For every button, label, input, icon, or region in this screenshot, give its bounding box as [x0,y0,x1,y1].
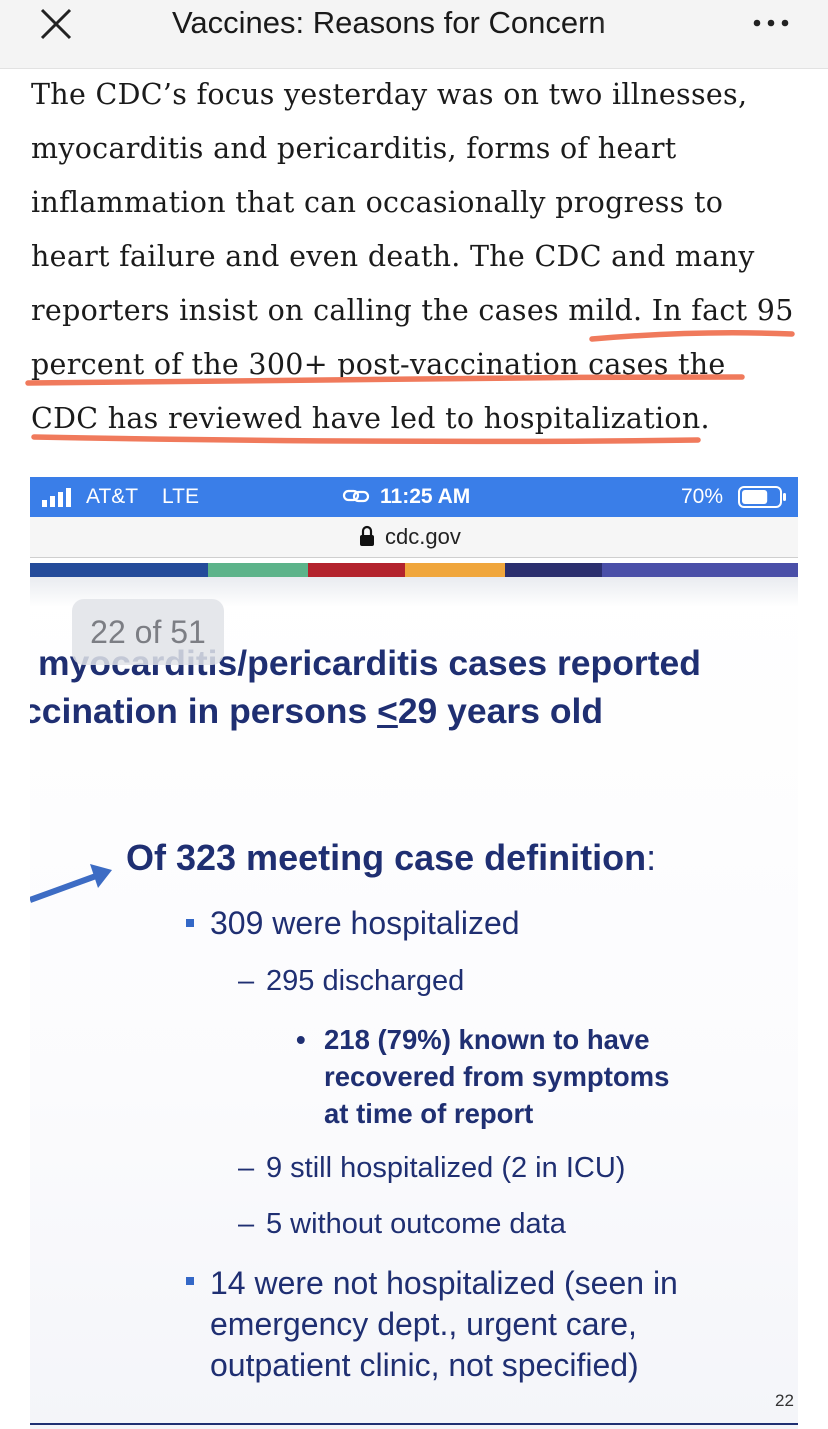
top-nav-bar: Vaccines: Reasons for Concern [0,0,828,69]
phone-status-bar: AT&T LTE 11:25 AM 70% [30,477,798,517]
battery-icon [738,486,786,508]
slide-number: 22 [775,1391,794,1410]
carrier-label: AT&T [86,485,139,508]
lock-icon [360,525,374,546]
article-line: heart failure and even death. The CDC an… [31,240,755,273]
strip-segment [505,563,602,577]
slide-bottom-rule [30,1423,798,1425]
status-time: 11:25 AM [380,485,471,508]
bullet-line: outpatient clinic, not specified) [210,1347,639,1383]
network-label: LTE [162,485,199,508]
article-line: percent of the 300+ post-vaccination cas… [31,348,726,381]
dash-bullet: – [238,965,255,997]
arrow-icon [30,864,112,903]
case-definition-heading: Of 323 meeting case definition: [126,837,656,879]
article-line: CDC has reviewed have led to hospitaliza… [31,402,710,435]
sub-item-text: 295 discharged [266,965,465,997]
article-paragraph: The CDC’s focus yesterday was on two ill… [31,68,816,446]
strip-segment [30,563,208,577]
url-text: cdc.gov [385,524,461,549]
square-bullet-icon [186,1277,194,1285]
sub-sub-line: at time of report [324,1098,534,1129]
bullet-not-hospitalized: 14 were not hospitalized (seen in emerge… [210,1263,678,1386]
strip-segment [308,563,405,577]
page-indicator: 22 of 51 [72,599,224,665]
bullet-line: emergency dept., urgent care, [210,1306,637,1342]
more-icon [753,19,789,27]
article-line: The CDC’s focus yesterday was on two ill… [31,78,748,111]
sub-item-text: 5 without outcome data [266,1208,566,1240]
article-line: inflammation that can occasionally progr… [31,186,724,219]
more-options-button[interactable] [752,10,792,36]
signal-icon [42,488,71,507]
article-line: reporters insist on calling the cases mi… [31,294,794,327]
sub-sub-line: recovered from symptoms [324,1061,670,1092]
embedded-screenshot: AT&T LTE 11:25 AM 70% cdc.gov myocarditi… [30,477,798,1429]
close-button[interactable] [36,6,76,42]
case-definition-text: Of 323 meeting case definition [126,837,647,878]
slide-title-symbol: < [377,691,398,731]
strip-segment [405,563,505,577]
close-icon [40,8,72,40]
sub-sub-line: • 218 (79%) known to have [296,1021,669,1058]
bullet-hospitalized: 309 were hospitalized [210,905,520,941]
slide-title-text: ccination in persons [30,691,378,731]
article-line: myocarditis and pericarditis, forms of h… [31,132,677,165]
sub-sub-text: 218 (79%) known to have [324,1024,650,1055]
sub-item-discharged: –295 discharged [238,965,464,998]
dot-bullet: • [296,1024,306,1055]
bullet-line: 14 were not hospitalized (seen in [210,1265,678,1301]
slide-title-text: 29 years old [397,691,604,731]
slide-title-line2: ccination in persons <29 years old [30,687,798,735]
sub-sub-item-recovered: • 218 (79%) known to have recovered from … [296,1021,669,1132]
slide-background [30,577,798,1429]
url-bar[interactable]: cdc.gov [30,517,798,558]
battery-percent: 70% [681,485,724,508]
dash-bullet: – [238,1208,255,1240]
color-strip [30,563,798,577]
link-icon [342,489,370,503]
case-definition-colon: : [646,837,657,878]
page-title: Vaccines: Reasons for Concern [172,5,606,40]
dash-bullet: – [238,1152,255,1184]
sub-item-text: 9 still hospitalized (2 in ICU) [266,1152,626,1184]
sub-item-still-hospitalized: –9 still hospitalized (2 in ICU) [238,1152,625,1185]
square-bullet-icon [186,919,194,927]
sub-item-no-outcome: –5 without outcome data [238,1208,566,1241]
strip-segment [208,563,308,577]
strip-segment [602,563,798,577]
